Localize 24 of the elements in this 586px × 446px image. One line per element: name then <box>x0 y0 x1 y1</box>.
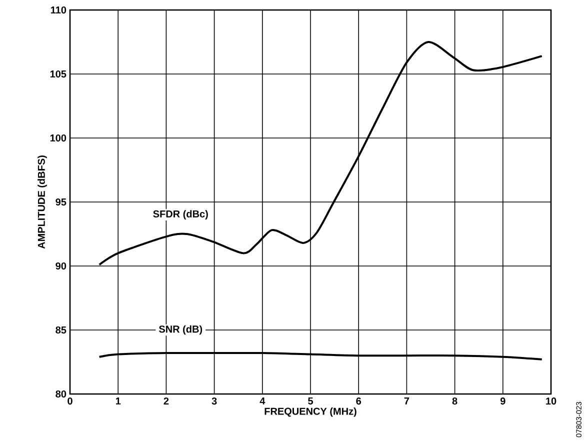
y-tick-label: 100 <box>50 134 66 142</box>
x-tick-label: 8 <box>452 398 458 405</box>
x-tick-label: 7 <box>404 398 410 404</box>
y-tick-label: 110 <box>50 6 66 14</box>
x-tick-label: 1 <box>116 398 121 404</box>
x-tick-label: 5 <box>308 398 314 404</box>
y-axis-title: AMPLITUDE (dBFS) <box>38 156 47 249</box>
x-tick-label: 4 <box>260 398 266 404</box>
line-series <box>98 352 543 360</box>
series-label: SNR (dB) <box>158 325 202 335</box>
y-tick-label: 105 <box>50 70 66 78</box>
x-tick-label: 0 <box>68 398 72 405</box>
x-tick-label: 10 <box>546 398 556 405</box>
x-tick-label: 9 <box>500 398 506 405</box>
line-series <box>98 40 543 266</box>
y-tick-label: 85 <box>56 326 66 334</box>
x-axis-title: FREQUENCY (MHz) <box>264 407 356 417</box>
x-tick-label: 3 <box>212 398 217 405</box>
series-label: SFDR (dBc) <box>153 210 208 220</box>
y-tick-label: 90 <box>56 262 66 270</box>
y-tick-label: 80 <box>56 390 66 398</box>
y-tick-label: 95 <box>56 198 66 206</box>
x-tick-label: 2 <box>164 398 169 404</box>
x-tick-label: 6 <box>356 398 362 405</box>
